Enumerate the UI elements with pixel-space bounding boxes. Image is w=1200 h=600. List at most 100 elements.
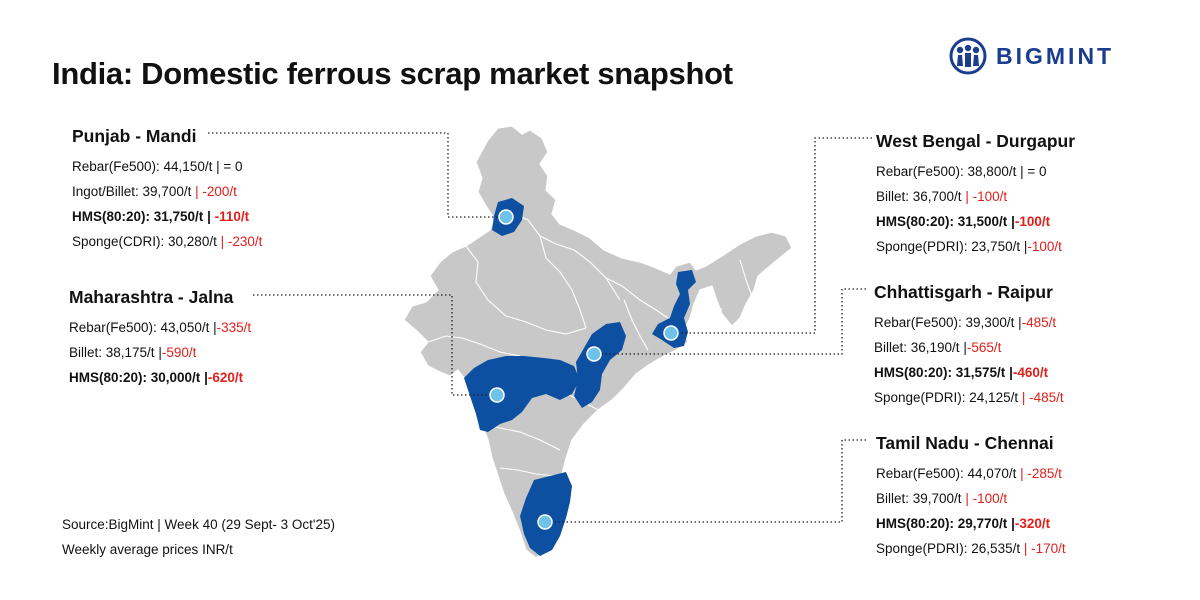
price-label: Billet: 39,700/t: [876, 491, 962, 506]
price-label: Sponge(PDRI): 24,125/t: [874, 390, 1019, 405]
price-change: -590/t: [161, 345, 197, 360]
west-bengal-state: [652, 270, 696, 348]
chhattisgarh-heading: Chhattisgarh - Raipur: [874, 282, 1053, 302]
separator: |: [200, 370, 208, 385]
price-label: Rebar(Fe500): 44,070/t: [876, 466, 1017, 481]
price-line: Sponge(PDRI): 26,535/t | -170/t: [876, 536, 1066, 561]
separator: |: [212, 159, 224, 174]
price-line: HMS(80:20): 31,575/t |-460/t: [874, 360, 1064, 385]
separator: |: [203, 209, 215, 224]
separator: |: [961, 491, 973, 506]
maharashtra-info: Maharashtra - Jalna Rebar(Fe500): 43,050…: [69, 287, 251, 390]
price-change: -200/t: [202, 184, 237, 199]
punjab-info: Punjab - Mandi Rebar(Fe500): 44,150/t | …: [72, 126, 262, 254]
price-label: Billet: 38,175/t: [69, 345, 155, 360]
price-change: -100/t: [1014, 214, 1051, 229]
page-title: India: Domestic ferrous scrap market sna…: [52, 56, 733, 91]
price-label: HMS(80:20): 31,500/t: [876, 214, 1008, 229]
bigmint-logo: BIGMINT: [948, 36, 1148, 76]
price-change: -485/t: [1021, 315, 1057, 330]
price-label: HMS(80:20): 31,750/t: [72, 209, 204, 224]
separator: |: [1018, 390, 1030, 405]
price-change: -460/t: [1012, 365, 1049, 380]
price-label: HMS(80:20): 30,000/t: [69, 370, 201, 385]
price-change: = 0: [1027, 164, 1047, 179]
separator: |: [1020, 541, 1032, 556]
punjab-marker: [498, 209, 514, 225]
price-line: Rebar(Fe500): 44,150/t | = 0: [72, 154, 262, 179]
price-line: HMS(80:20): 31,500/t |-100/t: [876, 209, 1075, 234]
west-bengal-heading: West Bengal - Durgapur: [876, 131, 1076, 151]
price-label: Rebar(Fe500): 38,800/t: [876, 164, 1017, 179]
footer: Source:BigMint | Week 40 (29 Sept- 3 Oct…: [62, 512, 335, 562]
punjab-heading: Punjab - Mandi: [72, 126, 197, 146]
price-line: Rebar(Fe500): 44,070/t | -285/t: [876, 461, 1066, 486]
price-label: HMS(80:20): 29,770/t: [876, 516, 1008, 531]
price-label: Rebar(Fe500): 39,300/t: [874, 315, 1015, 330]
price-label: Rebar(Fe500): 43,050/t: [69, 320, 210, 335]
price-change: -285/t: [1027, 466, 1062, 481]
price-line: Sponge(PDRI): 23,750/t |-100/t: [876, 234, 1075, 259]
west-bengal-info: West Bengal - Durgapur Rebar(Fe500): 38,…: [876, 131, 1075, 259]
price-line: Billet: 36,190/t |-565/t: [874, 335, 1064, 360]
chhattisgarh-info: Chhattisgarh - Raipur Rebar(Fe500): 39,3…: [874, 282, 1064, 410]
price-change: -100/t: [1027, 239, 1062, 254]
price-line: HMS(80:20): 31,750/t | -110/t: [72, 204, 262, 229]
price-label: Sponge(PDRI): 23,750/t: [876, 239, 1021, 254]
tamil-nadu-connector: [546, 439, 866, 523]
price-label: Sponge(CDRI): 30,280/t: [72, 234, 217, 249]
maharashtra-connector: [253, 294, 496, 396]
logo-text: BIGMINT: [996, 42, 1115, 69]
price-change: -110/t: [214, 209, 250, 224]
separator: |: [959, 340, 967, 355]
chhattisgarh-state: [574, 322, 626, 408]
separator: |: [191, 184, 203, 199]
price-line: Rebar(Fe500): 38,800/t | = 0: [876, 159, 1075, 184]
chhattisgarh-marker: [586, 346, 602, 362]
separator: |: [1016, 466, 1028, 481]
price-line: Billet: 39,700/t | -100/t: [876, 486, 1066, 511]
unit-note: Weekly average prices INR/t: [62, 542, 233, 557]
price-label: Billet: 36,190/t: [874, 340, 960, 355]
separator: |: [1005, 365, 1013, 380]
price-label: HMS(80:20): 31,575/t: [874, 365, 1006, 380]
price-line: Sponge(CDRI): 30,280/t | -230/t: [72, 229, 262, 254]
price-line: Billet: 36,700/t | -100/t: [876, 184, 1075, 209]
west-bengal-connector: [672, 137, 872, 334]
price-line: Sponge(PDRI): 24,125/t | -485/t: [874, 385, 1064, 410]
separator: |: [1007, 516, 1015, 531]
maharashtra-heading: Maharashtra - Jalna: [69, 287, 234, 307]
tamil-nadu-state: [520, 472, 572, 556]
price-line: Ingot/Billet: 39,700/t | -200/t: [72, 179, 262, 204]
separator: |: [1007, 214, 1015, 229]
price-change: -565/t: [966, 340, 1002, 355]
separator: |: [1014, 315, 1022, 330]
price-change: -335/t: [216, 320, 252, 335]
price-label: Ingot/Billet: 39,700/t: [72, 184, 192, 199]
punjab-connector: [208, 132, 498, 218]
separator: |: [961, 189, 973, 204]
west-bengal-marker: [663, 325, 679, 341]
source-note: Source:BigMint | Week 40 (29 Sept- 3 Oct…: [62, 517, 335, 532]
bigmint-people-logo-icon: [949, 37, 987, 75]
price-change: -170/t: [1031, 541, 1066, 556]
tamil-nadu-heading: Tamil Nadu - Chennai: [876, 433, 1054, 453]
price-change: -320/t: [1014, 516, 1051, 531]
price-label: Sponge(PDRI): 26,535/t: [876, 541, 1021, 556]
price-change: -100/t: [972, 189, 1008, 204]
tamil-nadu-marker: [537, 514, 553, 530]
price-line: Rebar(Fe500): 39,300/t |-485/t: [874, 310, 1064, 335]
price-line: Rebar(Fe500): 43,050/t |-335/t: [69, 315, 251, 340]
price-change: -485/t: [1029, 390, 1064, 405]
price-line: Billet: 38,175/t |-590/t: [69, 340, 251, 365]
price-change: -100/t: [972, 491, 1008, 506]
separator: |: [1016, 164, 1028, 179]
separator: |: [154, 345, 162, 360]
price-label: Rebar(Fe500): 44,150/t: [72, 159, 213, 174]
price-change: = 0: [223, 159, 243, 174]
separator: |: [216, 234, 228, 249]
maharashtra-state: [464, 356, 580, 432]
price-line: HMS(80:20): 29,770/t |-320/t: [876, 511, 1066, 536]
separator: |: [1020, 239, 1028, 254]
